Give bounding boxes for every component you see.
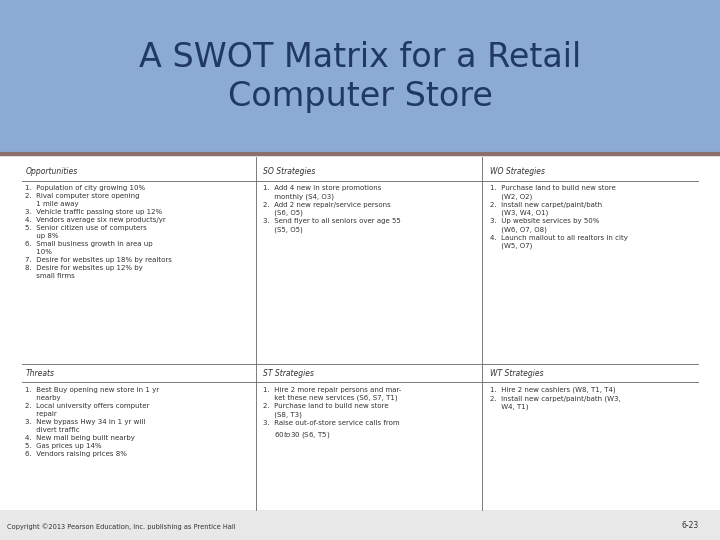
Text: 1.  Hire 2 new cashiers (W8, T1, T4)
2.  Install new carpet/paint/bath (W3,
    : 1. Hire 2 new cashiers (W8, T1, T4) 2. I… (490, 387, 621, 410)
Text: Copyright ©2013 Pearson Education, Inc. publishing as Prentice Hall: Copyright ©2013 Pearson Education, Inc. … (7, 524, 236, 530)
Text: A SWOT Matrix for a Retail
Computer Store: A SWOT Matrix for a Retail Computer Stor… (139, 40, 581, 113)
Text: 1.  Purchase land to build new store
     (W2, O2)
2.  Install new carpet/paint/: 1. Purchase land to build new store (W2,… (490, 185, 627, 249)
Text: WO Strategies: WO Strategies (490, 167, 544, 177)
Text: SO Strategies: SO Strategies (263, 167, 315, 177)
Text: 1.  Population of city growing 10%
2.  Rival computer store opening
     1 mile : 1. Population of city growing 10% 2. Riv… (25, 185, 172, 279)
FancyBboxPatch shape (0, 0, 720, 154)
Text: WT Strategies: WT Strategies (490, 369, 543, 378)
FancyBboxPatch shape (0, 157, 720, 510)
Text: Opportunities: Opportunities (25, 167, 78, 177)
Text: 1.  Hire 2 more repair persons and mar-
     ket these new services (S6, S7, T1): 1. Hire 2 more repair persons and mar- k… (263, 387, 401, 440)
Text: 6-23: 6-23 (681, 521, 698, 530)
Text: 1.  Add 4 new in store promotions
     monthly (S4, O3)
2.  Add 2 new repair/ser: 1. Add 4 new in store promotions monthly… (263, 185, 400, 233)
Text: 1.  Best Buy opening new store in 1 yr
     nearby
2.  Local university offers c: 1. Best Buy opening new store in 1 yr ne… (25, 387, 159, 457)
Text: ST Strategies: ST Strategies (263, 369, 314, 378)
Text: Threats: Threats (25, 369, 54, 378)
